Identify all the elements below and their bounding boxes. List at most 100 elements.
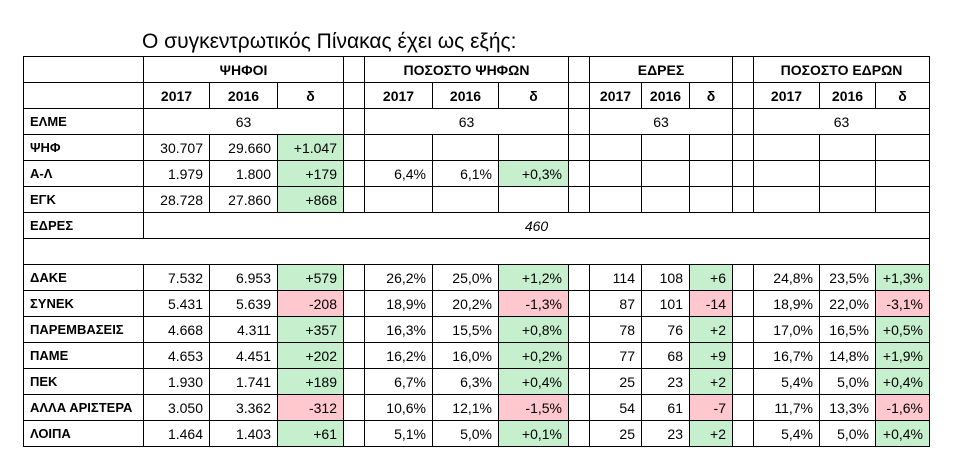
cell-value: 1.930 [143,368,210,395]
cell-value: 16,7% [753,342,820,369]
cell-value: 3.362 [209,394,278,421]
row-label: ΕΛΜΕ [23,108,144,135]
cell-value: 5,4% [753,368,820,395]
cell-value: 77 [589,342,642,369]
cell-delta: +2 [689,316,733,343]
cell-delta: +2 [689,420,733,447]
cell-delta: +2 [689,368,733,395]
spacer-cell [568,290,590,317]
cell-value: 5,1% [364,420,433,447]
elme-vote-share: 63 [364,108,569,135]
cell-value: 23 [641,368,690,395]
summary-table: ΨΗΦΟΙ ΠΟΣΟΣΤΟ ΨΗΦΩΝ ΕΔΡΕΣ ΠΟΣΟΣΤΟ ΕΔΡΩΝ … [23,56,930,447]
cell-value: 87 [589,290,642,317]
row-psif: ΨΗΦ 30.707 29.660 +1.047 [23,134,930,161]
row-elme: ΕΛΜΕ 63 63 63 63 [23,108,930,135]
header-row-groups: ΨΗΦΟΙ ΠΟΣΟΣΤΟ ΨΗΦΩΝ ΕΔΡΕΣ ΠΟΣΟΣΤΟ ΕΔΡΩΝ [23,56,930,83]
cell-delta: +0,5% [875,316,930,343]
spacer-cell [343,368,365,395]
cell-value: 17,0% [753,316,820,343]
cell-delta: +0,4% [498,368,569,395]
cell-value: 5,4% [753,420,820,447]
page-title: Ο συγκεντρωτικός Πίνακας έχει ως εξής: [142,30,517,53]
cell-value: 5,0% [432,420,499,447]
cell-value: 16,2% [364,342,433,369]
cell-value: 11,7% [753,394,820,421]
cell-delta: -208 [277,290,344,317]
row-label: ΠΑΜΕ [23,342,144,369]
cell-delta: +868 [277,186,344,213]
cell-delta: +1.047 [277,134,344,161]
cell-value: 24,8% [753,264,820,291]
cell-delta: +202 [277,342,344,369]
row-label: ΕΔΡΕΣ [23,212,144,239]
cell-value: 108 [641,264,690,291]
row-label: ΔΑΚΕ [23,264,144,291]
cell-delta: +1,9% [875,342,930,369]
spacer-cell [732,394,754,421]
row-label: ΠΑΡΕΜΒΑΣΕΙΣ [23,316,144,343]
cell-value: 5.639 [209,290,278,317]
group-header-seats: ΕΔΡΕΣ [589,56,733,83]
spacer-cell [732,368,754,395]
blank-row [23,238,930,265]
cell-delta: -1,5% [498,394,569,421]
elme-seats: 63 [589,108,733,135]
cell-value: 101 [641,290,690,317]
row-egk: ΕΓΚ 28.728 27.860 +868 [23,186,930,213]
cell-value: 29.660 [209,134,278,161]
cell-value: 16,5% [819,316,876,343]
spacer-cell [343,420,365,447]
delta-header: δ [277,82,344,109]
cell-value: 1.741 [209,368,278,395]
cell-value: 5.431 [143,290,210,317]
group-header-seat-share: ΠΟΣΟΣΤΟ ΕΔΡΩΝ [753,56,930,83]
cell-value: 26,2% [364,264,433,291]
cell-value: 5,0% [819,368,876,395]
spacer-cell [343,342,365,369]
total-seats: 460 [143,212,930,239]
spacer-cell [568,394,590,421]
elme-seat-share: 63 [753,108,930,135]
spacer-cell [568,316,590,343]
cell-delta: +0,1% [498,420,569,447]
row-label: ΠΕΚ [23,368,144,395]
year-header: 2017 [589,82,642,109]
row-edres: ΕΔΡΕΣ 460 [23,212,930,239]
year-header: 2017 [753,82,820,109]
cell-value: 61 [641,394,690,421]
group-header-votes: ΨΗΦΟΙ [143,56,344,83]
cell-delta: +9 [689,342,733,369]
spacer-cell [732,264,754,291]
year-header: 2017 [364,82,433,109]
spacer-cell [343,264,365,291]
cell-delta: +61 [277,420,344,447]
table-row: ΠΑΡΕΜΒΑΣΕΙΣ 4.668 4.311 +357 16,3% 15,5% +0,8%… [23,316,930,343]
cell-value: 54 [589,394,642,421]
cell-value: 4.668 [143,316,210,343]
spacer-cell [568,342,590,369]
cell-value: 22,0% [819,290,876,317]
header-row-years: 2017 2016 δ 2017 2016 δ 2017 2016 δ 2017… [23,82,930,109]
cell-value: 28.728 [143,186,210,213]
cell-delta: +1,3% [875,264,930,291]
spacer-cell [732,420,754,447]
cell-value: 6,4% [364,160,433,187]
row-label: Α-Λ [23,160,144,187]
cell-value: 6,3% [432,368,499,395]
spacer-cell [568,420,590,447]
year-header: 2016 [641,82,690,109]
cell-value: 13,3% [819,394,876,421]
cell-value: 78 [589,316,642,343]
cell-delta: +0,8% [498,316,569,343]
group-header-vote-share: ΠΟΣΟΣΤΟ ΨΗΦΩΝ [364,56,569,83]
table-row: ΛΟΙΠΑ 1.464 1.403 +61 5,1% 5,0% +0,1% 25 23 +2 5,4… [23,420,930,447]
cell-value: 18,9% [364,290,433,317]
cell-delta: +179 [277,160,344,187]
cell-value: 18,9% [753,290,820,317]
cell-delta: -3,1% [875,290,930,317]
spacer-cell [732,342,754,369]
cell-value: 20,2% [432,290,499,317]
cell-delta: +0,4% [875,368,930,395]
cell-delta: +357 [277,316,344,343]
